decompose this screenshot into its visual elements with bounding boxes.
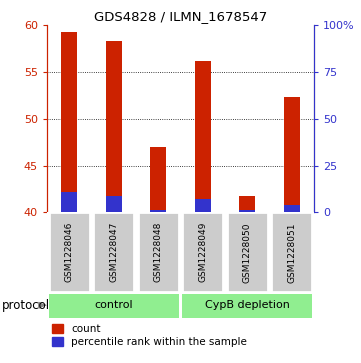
Bar <box>195 199 210 212</box>
Bar <box>151 209 166 212</box>
Bar <box>271 212 312 292</box>
Bar <box>239 211 255 212</box>
Bar <box>195 61 210 212</box>
Bar <box>182 212 223 292</box>
Bar <box>93 212 134 292</box>
Text: control: control <box>95 300 133 310</box>
Text: protocol: protocol <box>2 299 50 312</box>
Bar <box>284 205 300 212</box>
Bar <box>106 41 122 212</box>
Text: GSM1228050: GSM1228050 <box>243 222 252 282</box>
Bar <box>227 212 268 292</box>
Bar <box>49 294 179 318</box>
Bar <box>61 192 77 212</box>
Text: GSM1228048: GSM1228048 <box>154 222 163 282</box>
Text: CypB depletion: CypB depletion <box>205 300 290 310</box>
Bar <box>182 294 312 318</box>
Legend: count, percentile rank within the sample: count, percentile rank within the sample <box>52 324 247 347</box>
Bar <box>49 212 90 292</box>
Text: GSM1228046: GSM1228046 <box>65 222 74 282</box>
Bar <box>151 147 166 212</box>
Title: GDS4828 / ILMN_1678547: GDS4828 / ILMN_1678547 <box>94 10 267 23</box>
Text: GSM1228047: GSM1228047 <box>109 222 118 282</box>
Bar <box>239 196 255 212</box>
Text: GSM1228049: GSM1228049 <box>198 222 207 282</box>
Bar <box>61 32 77 212</box>
Bar <box>138 212 179 292</box>
Text: GSM1228051: GSM1228051 <box>287 222 296 282</box>
Bar <box>284 97 300 212</box>
Bar <box>106 196 122 212</box>
